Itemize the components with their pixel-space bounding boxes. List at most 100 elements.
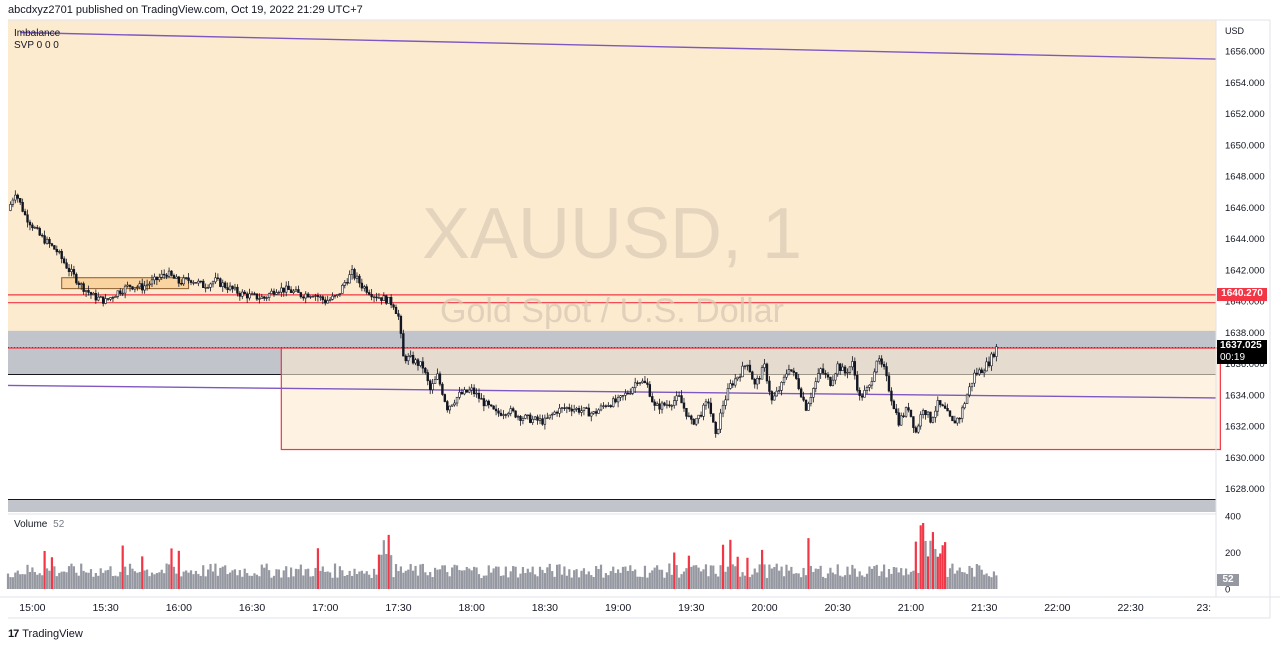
- candle-body: [428, 380, 432, 390]
- candle-body: [75, 273, 78, 284]
- volume-bar: [353, 568, 356, 589]
- volume-bar: [524, 573, 527, 589]
- candle-body: [978, 369, 981, 375]
- volume-bar: [216, 575, 219, 589]
- candle-body: [814, 381, 817, 389]
- volume-bar: [299, 564, 302, 589]
- candle-body: [492, 405, 495, 410]
- candle-body: [387, 296, 390, 304]
- candle-body: [873, 371, 876, 382]
- candle-body: [167, 270, 171, 277]
- candle-body: [992, 353, 996, 357]
- volume-bar: [904, 568, 908, 589]
- candle-body: [768, 380, 771, 392]
- candle-body: [131, 286, 134, 290]
- volume-legend[interactable]: Volume 52: [14, 519, 64, 531]
- candle-body: [790, 369, 793, 372]
- gray-zone-bottom: [8, 499, 1216, 512]
- candle-body: [260, 296, 264, 299]
- volume-bar: [55, 576, 58, 589]
- tradingview-footer[interactable]: 17 TradingView: [8, 626, 83, 642]
- candle-body: [165, 274, 168, 277]
- candle-body: [797, 378, 800, 390]
- candle-body: [960, 407, 964, 419]
- candle-body: [787, 369, 791, 375]
- candle-body: [743, 365, 747, 368]
- candle-body: [148, 283, 151, 286]
- volume-bar: [685, 568, 688, 589]
- volume-bar: [148, 576, 151, 589]
- volume-bar: [746, 557, 749, 589]
- volume-bar: [275, 569, 278, 589]
- candle-body: [943, 405, 947, 409]
- purple-trendline-top[interactable]: [20, 31, 1217, 60]
- candle-body: [175, 276, 178, 279]
- volume-bar: [38, 573, 41, 589]
- candle-body: [721, 405, 725, 414]
- candle-body: [92, 293, 95, 295]
- volume-bar: [558, 564, 561, 589]
- legend-svp[interactable]: SVP 0 0 0: [14, 40, 59, 51]
- indicator-legend: Imbalance SVP 0 0 0: [14, 28, 60, 52]
- candle-body: [450, 404, 454, 407]
- candle-body: [253, 293, 256, 295]
- candle-body: [153, 276, 156, 281]
- volume-bar: [365, 571, 368, 589]
- volume-bar: [548, 563, 551, 589]
- volume-bar: [829, 567, 832, 589]
- candle-body: [431, 383, 434, 390]
- volume-legend-label: Volume: [14, 519, 48, 530]
- volume-bar: [270, 577, 273, 589]
- candle-body: [421, 361, 425, 369]
- volume-bar: [914, 541, 917, 589]
- price-axis-currency: USD: [1225, 26, 1245, 36]
- volume-bar: [94, 572, 97, 589]
- candle-body: [409, 354, 412, 357]
- volume-bar: [443, 565, 446, 589]
- candle-body: [968, 386, 971, 396]
- volume-bar: [595, 565, 598, 589]
- candle-body: [155, 276, 159, 281]
- candle-body: [970, 382, 974, 388]
- candle-body: [995, 346, 998, 357]
- candle-body: [377, 297, 381, 299]
- candle-body: [277, 291, 281, 294]
- volume-bar: [58, 572, 61, 589]
- candle-body: [211, 281, 215, 285]
- purple-trendline-mid[interactable]: [7, 384, 1217, 399]
- legend-imbalance[interactable]: Imbalance: [14, 28, 61, 39]
- volume-bar: [612, 566, 615, 589]
- candle-body: [321, 296, 325, 301]
- volume-bar: [285, 566, 288, 589]
- candle-body: [975, 372, 979, 375]
- candle-body: [468, 389, 471, 393]
- volume-bar: [868, 566, 871, 589]
- candle-body: [294, 289, 298, 292]
- volume-bar: [499, 575, 503, 589]
- volume-bar: [67, 566, 71, 589]
- volume-bar: [309, 576, 312, 589]
- candle-body: [19, 198, 22, 203]
- volume-bar: [231, 570, 234, 589]
- candle-body: [817, 373, 820, 382]
- candle-body: [980, 369, 983, 374]
- candle-body: [97, 296, 100, 301]
- volume-bar: [629, 565, 632, 589]
- candle-body: [575, 407, 578, 410]
- volume-bar: [329, 572, 332, 589]
- candle-body: [177, 276, 181, 284]
- volume-bar: [812, 572, 815, 589]
- candle-body: [821, 368, 825, 374]
- volume-bar: [541, 569, 544, 589]
- volume-bar: [87, 572, 90, 589]
- candle-body: [299, 292, 303, 298]
- candle-body: [551, 413, 554, 416]
- candle-body: [643, 380, 647, 384]
- volume-bar: [756, 572, 759, 589]
- volume-bar: [394, 564, 398, 589]
- volume-bar: [214, 563, 217, 589]
- volume-bar: [585, 574, 588, 589]
- candle-body: [489, 404, 493, 407]
- candle-body: [270, 290, 273, 295]
